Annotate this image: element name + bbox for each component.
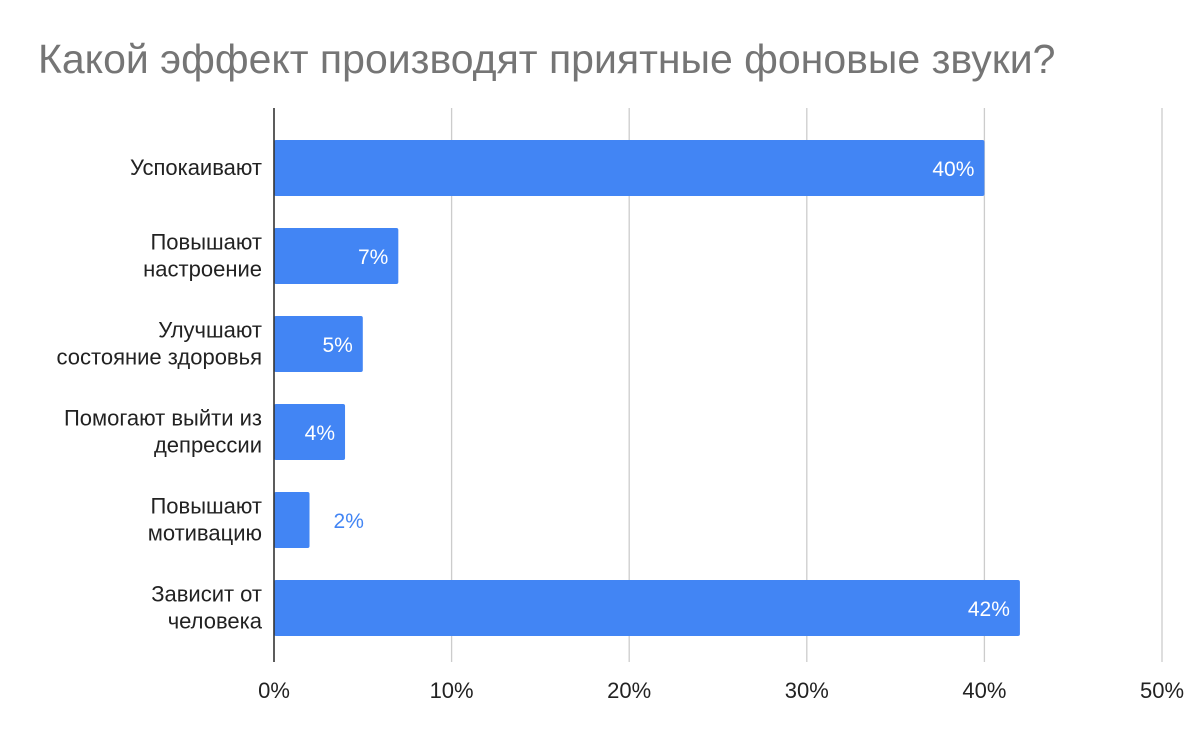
category-label: Зависит от [151, 582, 262, 607]
bar [274, 316, 363, 372]
data-label: 7% [358, 246, 388, 269]
chart-title: Какой эффект производят приятные фоновые… [38, 36, 1056, 82]
bar [274, 228, 399, 284]
category-label: Повышают [150, 230, 262, 255]
category-label: мотивацию [148, 521, 262, 546]
category-label: человека [168, 609, 263, 634]
x-tick-label: 10% [430, 678, 474, 703]
bar [274, 404, 346, 460]
category-label: Улучшают [158, 318, 262, 343]
bar [274, 580, 1020, 636]
category-label: Успокаивают [130, 155, 262, 180]
category-label: состояние здоровья [57, 345, 262, 370]
data-label: 4% [305, 422, 335, 445]
data-label: 40% [932, 158, 974, 181]
x-tick-label: 20% [607, 678, 651, 703]
category-label: депрессии [154, 433, 262, 458]
gridlines [450, 108, 1163, 662]
bars [274, 140, 1020, 636]
data-label: 2% [334, 510, 364, 533]
x-tick-label: 0% [258, 678, 290, 703]
labels: 0% 10% 20% 30% 40% 50% 40% Успокаивают 7% Повышаю… [57, 155, 1184, 703]
data-label: 42% [968, 598, 1010, 621]
data-label: 5% [322, 334, 352, 357]
x-tick-label: 50% [1140, 678, 1184, 703]
bar [274, 492, 310, 548]
category-label: Помогают выйти из [64, 406, 262, 431]
x-tick-label: 40% [962, 678, 1006, 703]
x-tick-label: 30% [785, 678, 829, 703]
bar [274, 140, 985, 196]
category-label: Повышают [150, 494, 262, 519]
category-label: настроение [143, 257, 262, 282]
